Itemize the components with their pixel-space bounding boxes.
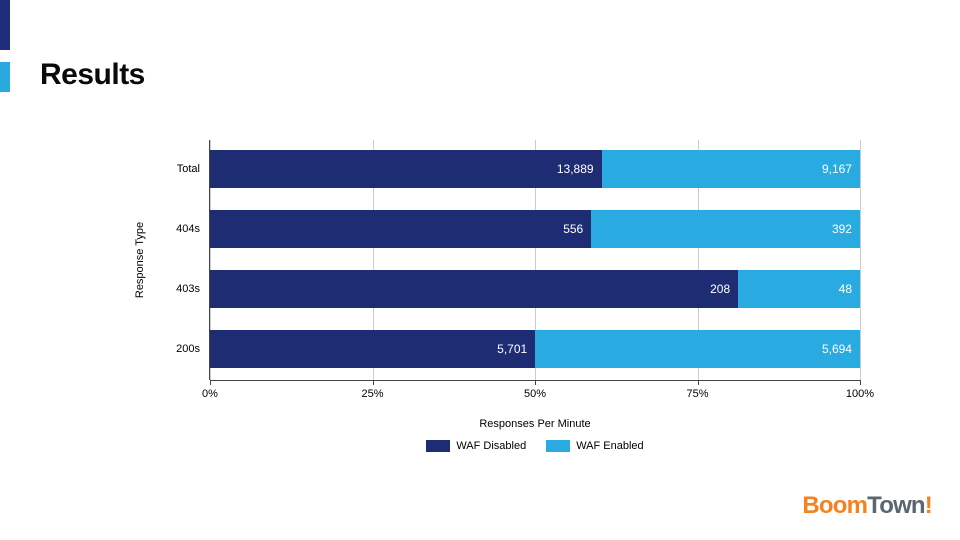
plot-area: Total13,8899,167 404s556392 403s20848 200s5… <box>210 140 860 380</box>
category-label: 403s <box>176 283 200 295</box>
bar-row: 403s20848 <box>210 270 860 308</box>
y-axis-title: Response Type <box>134 222 146 298</box>
bar-row: 200s5,7015,694 <box>210 330 860 368</box>
xtick-label: 0% <box>202 388 218 400</box>
logo-part-town: Town <box>867 492 925 519</box>
category-label: Total <box>177 163 200 175</box>
bar-segment-enabled: 392 <box>591 210 860 248</box>
xtick-label: 25% <box>361 388 383 400</box>
bar-segment-disabled: 5,701 <box>210 330 535 368</box>
gridline <box>860 140 861 380</box>
category-label: 404s <box>176 223 200 235</box>
xtick-mark <box>698 380 699 385</box>
category-label: 200s <box>176 343 200 355</box>
logo-part-bang: ! <box>925 492 932 519</box>
bar-segment-disabled: 556 <box>210 210 591 248</box>
boomtown-logo: BoomTown! <box>802 492 932 520</box>
bar-segment-disabled: 13,889 <box>210 150 602 188</box>
legend-swatch <box>426 440 450 452</box>
xtick-mark <box>860 380 861 385</box>
bar-row: 404s556392 <box>210 210 860 248</box>
x-axis: 0%25%50%75%100% <box>210 380 860 410</box>
xtick-mark <box>210 380 211 385</box>
legend-label: WAF Disabled <box>456 440 526 452</box>
xtick-mark <box>535 380 536 385</box>
x-axis-title: Responses Per Minute <box>210 418 860 430</box>
xtick-label: 50% <box>524 388 546 400</box>
page-title: Results <box>40 58 145 92</box>
legend-swatch <box>546 440 570 452</box>
bar-segment-enabled: 9,167 <box>602 150 860 188</box>
accent-bar-left <box>0 62 10 92</box>
bar-segment-enabled: 5,694 <box>535 330 860 368</box>
bar-row: Total13,8899,167 <box>210 150 860 188</box>
bar-segment-disabled: 208 <box>210 270 738 308</box>
accent-bar-top <box>0 0 10 50</box>
bar-segment-enabled: 48 <box>738 270 860 308</box>
legend-item: WAF Disabled <box>426 440 526 452</box>
results-chart: Response Type Total13,8899,167404s556392… <box>150 140 890 460</box>
xtick-label: 75% <box>686 388 708 400</box>
legend-item: WAF Enabled <box>546 440 643 452</box>
xtick-label: 100% <box>846 388 874 400</box>
logo-part-boom: Boom <box>802 492 867 519</box>
legend: WAF Disabled WAF Enabled <box>210 440 860 452</box>
legend-label: WAF Enabled <box>576 440 643 452</box>
xtick-mark <box>373 380 374 385</box>
